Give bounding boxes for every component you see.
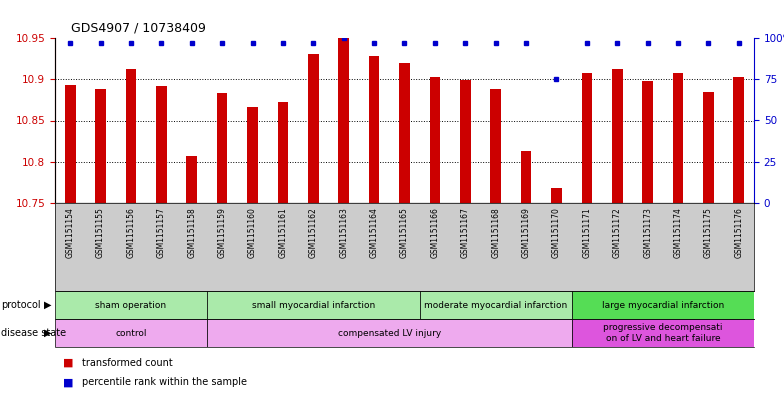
- Bar: [399, 63, 410, 203]
- Bar: [572, 319, 754, 347]
- Bar: [55, 319, 207, 347]
- Bar: [642, 81, 653, 203]
- Text: GSM1151169: GSM1151169: [521, 208, 531, 258]
- Text: transformed count: transformed count: [82, 358, 173, 368]
- Bar: [156, 86, 167, 203]
- Text: progressive decompensati
on of LV and heart failure: progressive decompensati on of LV and he…: [603, 323, 723, 343]
- Text: GSM1151154: GSM1151154: [66, 208, 74, 258]
- Text: GSM1151157: GSM1151157: [157, 208, 166, 258]
- Bar: [572, 291, 754, 319]
- Text: sham operation: sham operation: [96, 301, 166, 310]
- Bar: [460, 80, 470, 203]
- Bar: [96, 89, 106, 203]
- Text: large myocardial infarction: large myocardial infarction: [601, 301, 724, 310]
- Text: GSM1151172: GSM1151172: [613, 208, 622, 258]
- Bar: [430, 77, 440, 203]
- Text: GSM1151176: GSM1151176: [735, 208, 743, 258]
- Bar: [187, 156, 197, 203]
- Text: control: control: [115, 329, 147, 338]
- Bar: [65, 85, 75, 203]
- Bar: [308, 55, 318, 203]
- Text: GSM1151161: GSM1151161: [278, 208, 288, 258]
- Text: disease state: disease state: [1, 328, 66, 338]
- Text: GDS4907 / 10738409: GDS4907 / 10738409: [71, 22, 205, 35]
- Bar: [490, 89, 501, 203]
- Text: GSM1151165: GSM1151165: [400, 208, 409, 258]
- Bar: [521, 151, 532, 203]
- Bar: [419, 291, 572, 319]
- Bar: [207, 291, 419, 319]
- Text: ▶: ▶: [44, 328, 51, 338]
- Text: GSM1151163: GSM1151163: [339, 208, 348, 258]
- Bar: [551, 188, 562, 203]
- Bar: [703, 92, 713, 203]
- Bar: [247, 107, 258, 203]
- Text: percentile rank within the sample: percentile rank within the sample: [82, 377, 248, 387]
- Bar: [207, 319, 572, 347]
- Text: GSM1151164: GSM1151164: [369, 208, 379, 258]
- Text: compensated LV injury: compensated LV injury: [338, 329, 441, 338]
- Text: GSM1151168: GSM1151168: [491, 208, 500, 258]
- Text: GSM1151171: GSM1151171: [583, 208, 591, 258]
- Text: moderate myocardial infarction: moderate myocardial infarction: [424, 301, 568, 310]
- Text: ■: ■: [63, 377, 74, 387]
- Text: GSM1151158: GSM1151158: [187, 208, 196, 258]
- Text: GSM1151156: GSM1151156: [126, 208, 136, 258]
- Text: protocol: protocol: [1, 300, 41, 310]
- Bar: [339, 38, 349, 203]
- Text: GSM1151159: GSM1151159: [218, 208, 227, 258]
- Text: GSM1151175: GSM1151175: [704, 208, 713, 258]
- Text: GSM1151174: GSM1151174: [673, 208, 683, 258]
- Bar: [217, 93, 227, 203]
- Bar: [368, 56, 379, 203]
- Bar: [55, 291, 207, 319]
- Text: GSM1151160: GSM1151160: [248, 208, 257, 258]
- Bar: [734, 77, 744, 203]
- Text: GSM1151170: GSM1151170: [552, 208, 561, 258]
- Text: GSM1151167: GSM1151167: [461, 208, 470, 258]
- Text: GSM1151155: GSM1151155: [96, 208, 105, 258]
- Bar: [125, 69, 136, 203]
- Bar: [673, 73, 684, 203]
- Text: ■: ■: [63, 358, 74, 368]
- Text: ▶: ▶: [44, 300, 51, 310]
- Bar: [612, 68, 622, 203]
- Text: GSM1151173: GSM1151173: [643, 208, 652, 258]
- Bar: [582, 73, 592, 203]
- Bar: [278, 102, 289, 203]
- Text: small myocardial infarction: small myocardial infarction: [252, 301, 375, 310]
- Text: GSM1151166: GSM1151166: [430, 208, 439, 258]
- Text: GSM1151162: GSM1151162: [309, 208, 318, 258]
